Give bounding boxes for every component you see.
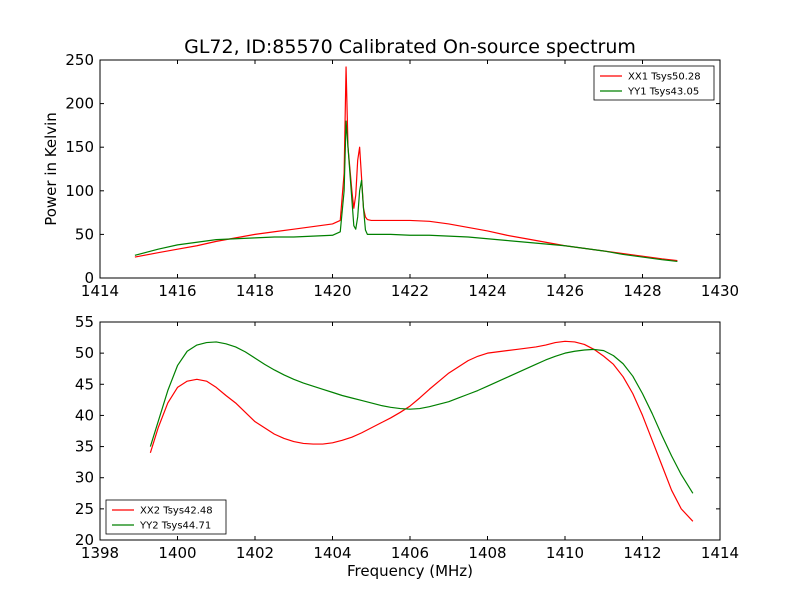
x-tick-label: 1422 (391, 282, 429, 300)
x-tick-label: 1400 (158, 544, 196, 562)
legend: XX1 Tsys50.28 YY1 Tsys43.05 (593, 65, 715, 101)
series-group (134, 66, 678, 263)
x-tick-label: 1410 (546, 544, 584, 562)
top-panel: 1414 1416 1418 1420 1422 1424 1426 1428 1430 0 50 1… (42, 51, 739, 300)
y-tick-label: 100 (65, 182, 94, 200)
x-tick-label: 1414 (701, 544, 739, 562)
x-tick-label: 1414 (81, 282, 119, 300)
y-tick-label: 250 (65, 51, 94, 69)
legend-entry: XX2 Tsys42.48 (140, 506, 213, 517)
x-tick-label: 1416 (158, 282, 196, 300)
legend-entry: YY1 Tsys43.05 (627, 87, 699, 98)
legend-entry: XX1 Tsys50.28 (628, 72, 701, 83)
y-tick-label: 45 (75, 375, 94, 393)
legend-entry: YY2 Tsys44.71 (139, 521, 211, 532)
y-tick-label: 150 (65, 138, 94, 156)
x-tick-label: 1404 (313, 544, 351, 562)
series-line-xx2 (149, 340, 694, 522)
y-tick-label: 40 (75, 406, 94, 424)
x-tick-label: 1398 (81, 544, 119, 562)
chart-title: GL72, ID:85570 Calibrated On-source spec… (184, 36, 636, 58)
x-axis-label: Frequency (MHz) (347, 562, 473, 580)
x-tick-label: 1402 (236, 544, 274, 562)
legend-box (105, 499, 227, 535)
series-line-yy1 (134, 120, 678, 263)
x-tick-label: 1420 (313, 282, 351, 300)
series-group (149, 340, 694, 522)
y-tick-label: 50 (75, 344, 94, 362)
series-line-yy2 (149, 341, 694, 494)
legend-box (593, 65, 715, 101)
x-tick-label: 1430 (701, 282, 739, 300)
x-tick-label: 1428 (623, 282, 661, 300)
y-tick-label: 35 (75, 438, 94, 456)
y-tick-label: 25 (75, 500, 94, 518)
y-tick-label: 30 (75, 469, 94, 487)
x-tick-label: 1418 (236, 282, 274, 300)
x-tick-label: 1426 (546, 282, 584, 300)
x-tick-label: 1408 (468, 544, 506, 562)
y-axis-label: Power in Kelvin (42, 112, 60, 226)
y-tick-label: 0 (84, 269, 94, 287)
x-tick-label: 1412 (623, 544, 661, 562)
bottom-panel: 1398 1400 1402 1404 1406 1408 1410 1412 1414 20 25… (75, 313, 739, 580)
legend: XX2 Tsys42.48 YY2 Tsys44.71 (105, 499, 227, 535)
y-tick-label: 50 (75, 225, 94, 243)
y-tick-label: 20 (75, 531, 94, 549)
x-tick-label: 1406 (391, 544, 429, 562)
y-tick-label: 55 (75, 313, 94, 331)
y-tick-label: 200 (65, 95, 94, 113)
series-line-xx1 (134, 66, 678, 262)
x-tick-label: 1424 (468, 282, 506, 300)
